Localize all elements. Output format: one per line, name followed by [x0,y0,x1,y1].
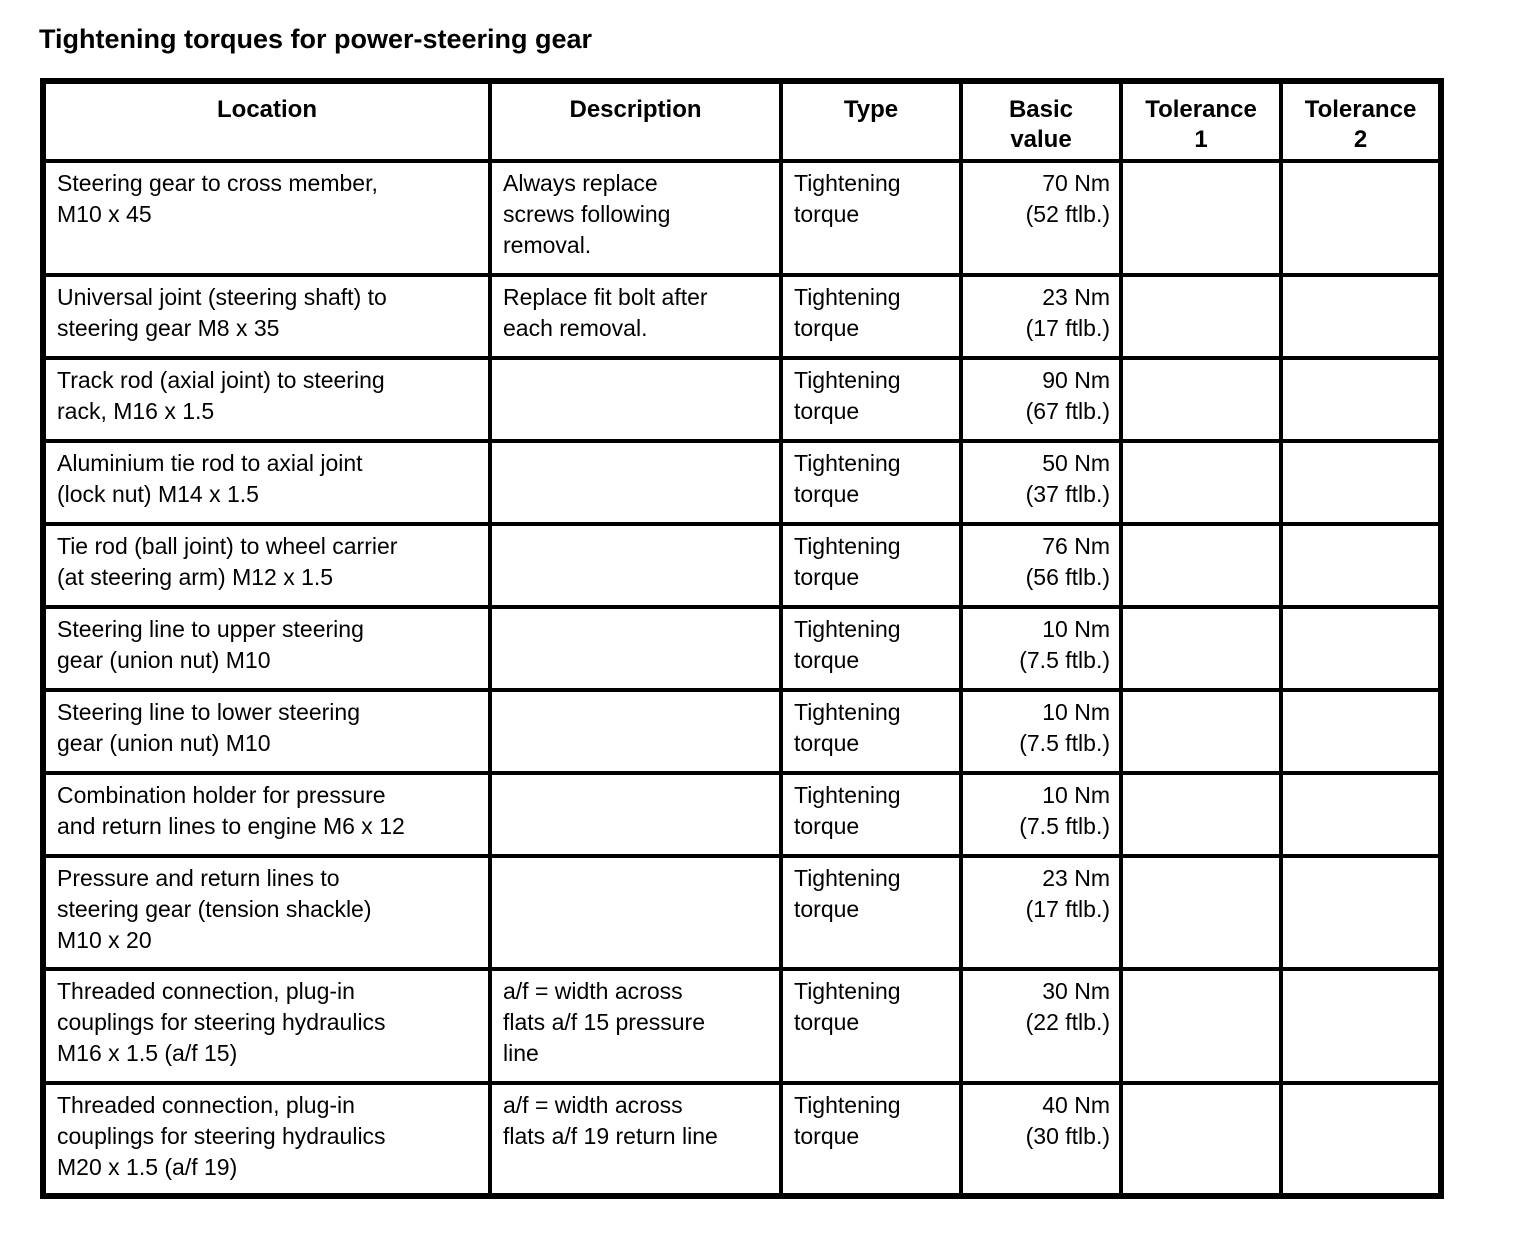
cell-basic_value: 10 Nm (7.5 ftlb.) [959,688,1123,775]
cell-tolerance_1 [1119,1081,1283,1198]
cell-location: Threaded connection, plug-in couplings f… [41,1081,492,1198]
cell-location: Universal joint (steering shaft) to stee… [41,273,492,360]
table-row: Tie rod (ball joint) to wheel carrier (a… [41,522,1443,609]
table-row: Steering gear to cross member, M10 x 45 A… [41,159,1443,277]
cell-description: Always replace screws following removal. [488,159,783,277]
cell-basic_value: 70 Nm (52 ftlb.) [959,159,1123,277]
table-row: Universal joint (steering shaft) to stee… [41,273,1443,360]
cell-description [488,356,783,443]
cell-tolerance_1 [1119,605,1283,692]
cell-description [488,439,783,526]
column-header-location: Location [41,79,492,163]
cell-tolerance_1 [1119,356,1283,443]
cell-type: Tightening torque [779,967,963,1085]
cell-tolerance_2 [1279,854,1443,971]
cell-description: a/f = width across flats a/f 15 pressure… [488,967,783,1085]
torque-table: Location Description Type Basic value Tolera… [40,78,1444,1199]
table-row: Steering line to lower steering gear (un… [41,688,1443,775]
cell-tolerance_2 [1279,356,1443,443]
cell-tolerance_2 [1279,522,1443,609]
cell-basic_value: 30 Nm (22 ftlb.) [959,967,1123,1085]
column-header-tolerance_1: Tolerance 1 [1119,79,1283,163]
table-row: Steering line to upper steering gear (un… [41,605,1443,692]
table-row: Pressure and return lines to steering ge… [41,854,1443,971]
table-header: Location Description Type Basic value Tolera… [41,79,1443,163]
header-row: Location Description Type Basic value Tolera… [41,79,1443,163]
cell-basic_value: 23 Nm (17 ftlb.) [959,273,1123,360]
cell-description [488,854,783,971]
cell-description [488,522,783,609]
cell-location: Track rod (axial joint) to steering rack… [41,356,492,443]
cell-type: Tightening torque [779,439,963,526]
cell-location: Tie rod (ball joint) to wheel carrier (a… [41,522,492,609]
cell-tolerance_2 [1279,439,1443,526]
cell-type: Tightening torque [779,605,963,692]
cell-type: Tightening torque [779,1081,963,1198]
cell-location: Threaded connection, plug-in couplings f… [41,967,492,1085]
cell-basic_value: 90 Nm (67 ftlb.) [959,356,1123,443]
cell-tolerance_1 [1119,854,1283,971]
cell-tolerance_1 [1119,159,1283,277]
cell-basic_value: 40 Nm (30 ftlb.) [959,1081,1123,1198]
cell-type: Tightening torque [779,771,963,858]
cell-basic_value: 10 Nm (7.5 ftlb.) [959,605,1123,692]
cell-basic_value: 23 Nm (17 ftlb.) [959,854,1123,971]
cell-tolerance_2 [1279,688,1443,775]
table-body: Steering gear to cross member, M10 x 45 A… [41,159,1443,1198]
cell-type: Tightening torque [779,688,963,775]
cell-tolerance_1 [1119,967,1283,1085]
cell-location: Combination holder for pressure and retu… [41,771,492,858]
cell-description: a/f = width across flats a/f 19 return l… [488,1081,783,1198]
page-title: Tightening torques for power-steering ge… [39,24,593,54]
cell-location: Pressure and return lines to steering ge… [41,854,492,971]
table-row: Aluminium tie rod to axial joint (lock n… [41,439,1443,526]
column-header-tolerance_2: Tolerance 2 [1279,79,1443,163]
cell-basic_value: 50 Nm (37 ftlb.) [959,439,1123,526]
cell-tolerance_1 [1119,439,1283,526]
cell-type: Tightening torque [779,159,963,277]
cell-description [488,771,783,858]
cell-tolerance_1 [1119,273,1283,360]
cell-location: Steering line to upper steering gear (un… [41,605,492,692]
table-row: Threaded connection, plug-in couplings f… [41,967,1443,1085]
table-row: Track rod (axial joint) to steering rack… [41,356,1443,443]
cell-description [488,605,783,692]
cell-description [488,688,783,775]
cell-tolerance_2 [1279,1081,1443,1198]
cell-location: Steering gear to cross member, M10 x 45 [41,159,492,277]
cell-type: Tightening torque [779,356,963,443]
cell-tolerance_2 [1279,273,1443,360]
column-header-basic_value: Basic value [959,79,1123,163]
cell-tolerance_2 [1279,771,1443,858]
cell-tolerance_1 [1119,688,1283,775]
cell-location: Steering line to lower steering gear (un… [41,688,492,775]
column-header-description: Description [488,79,783,163]
cell-basic_value: 10 Nm (7.5 ftlb.) [959,771,1123,858]
cell-tolerance_2 [1279,159,1443,277]
cell-location: Aluminium tie rod to axial joint (lock n… [41,439,492,526]
cell-basic_value: 76 Nm (56 ftlb.) [959,522,1123,609]
cell-tolerance_2 [1279,605,1443,692]
table-row: Threaded connection, plug-in couplings f… [41,1081,1443,1198]
column-header-type: Type [779,79,963,163]
cell-tolerance_2 [1279,967,1443,1085]
cell-tolerance_1 [1119,771,1283,858]
cell-description: Replace fit bolt after each removal. [488,273,783,360]
table-row: Combination holder for pressure and retu… [41,771,1443,858]
cell-type: Tightening torque [779,273,963,360]
cell-tolerance_1 [1119,522,1283,609]
cell-type: Tightening torque [779,854,963,971]
cell-type: Tightening torque [779,522,963,609]
